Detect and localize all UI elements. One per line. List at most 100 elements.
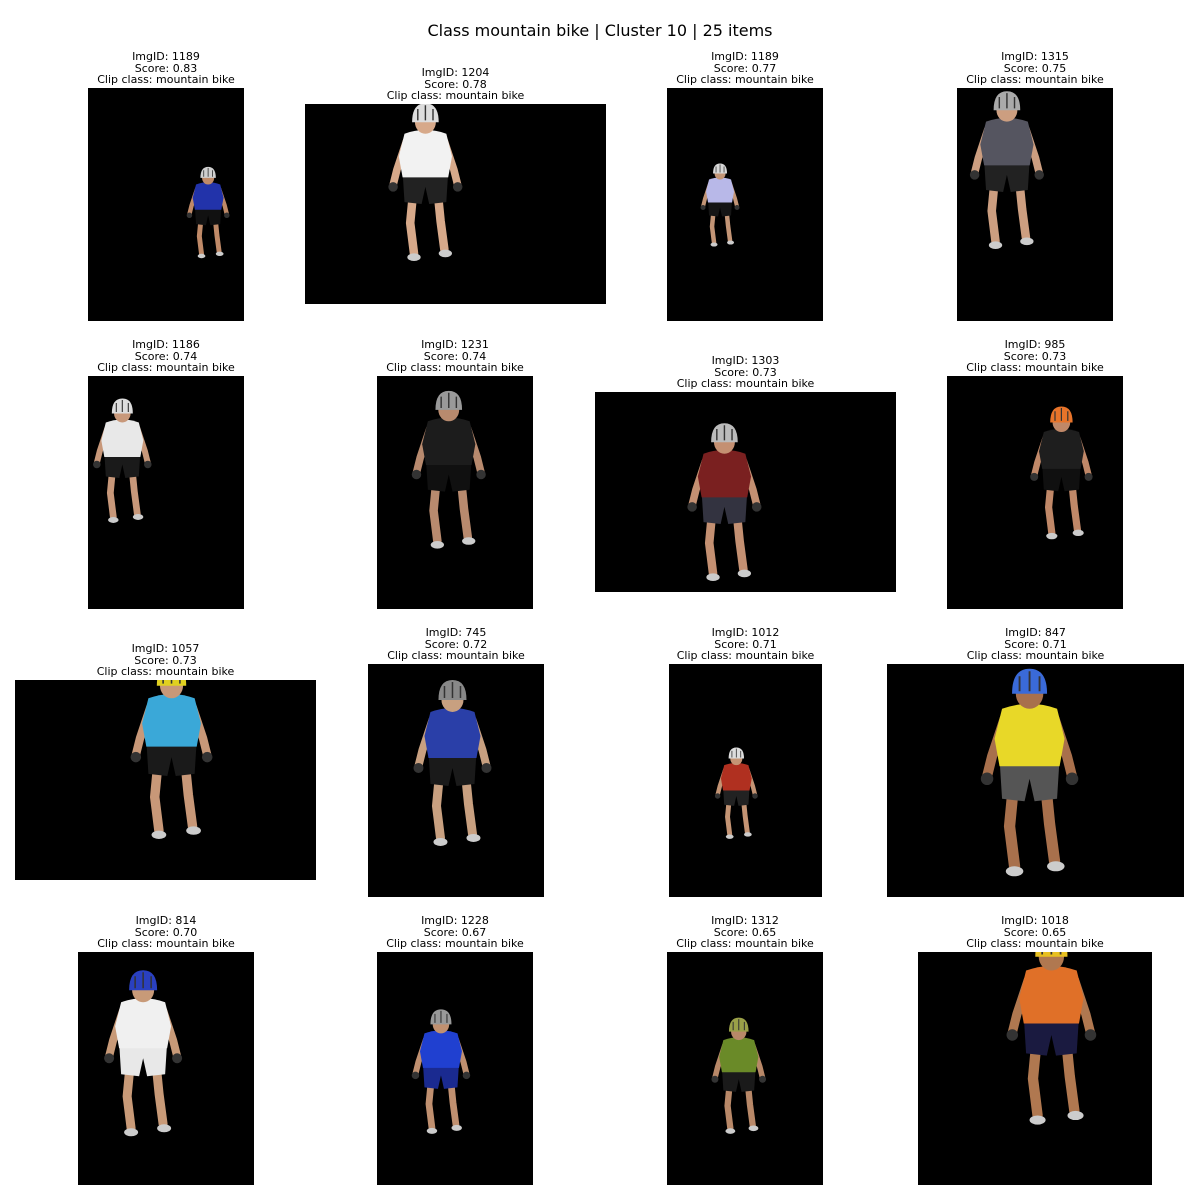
thumbnail-caption: ImgID: 1186 Score: 0.74 Clip class: mounta… xyxy=(28,339,304,374)
thumbnail-tile: ImgID: 745 Score: 0.72 Clip class: mountai… xyxy=(368,627,544,897)
cyclist-figure xyxy=(104,970,183,1137)
cyclist-figure xyxy=(413,679,492,846)
thumbnail-caption: ImgID: 1018 Score: 0.65 Clip class: mounta… xyxy=(858,915,1200,950)
cyclist-figure xyxy=(388,104,463,261)
thumbnail-caption: ImgID: 985 Score: 0.73 Clip class: mountai… xyxy=(887,339,1183,374)
score-label: Score: 0.74 xyxy=(423,349,487,363)
thumbnail-caption: ImgID: 1228 Score: 0.67 Clip class: mounta… xyxy=(317,915,593,950)
score-label: Score: 0.73 xyxy=(1003,349,1067,363)
thumbnail-caption: ImgID: 1189 Score: 0.83 Clip class: mounta… xyxy=(28,51,304,86)
cyclist-figure xyxy=(186,166,230,259)
img-id-label: ImgID: 1057 xyxy=(131,642,200,656)
clip-class-label: Clip class: mountain bike xyxy=(966,649,1105,663)
score-label: Score: 0.73 xyxy=(714,365,777,379)
clip-class-label: Clip class: mountain bike xyxy=(966,361,1104,375)
img-id-label: ImgID: 1012 xyxy=(711,626,780,640)
clip-class-label: Clip class: mountain bike xyxy=(387,649,525,663)
img-id-label: ImgID: 1204 xyxy=(421,66,490,80)
img-id-label: ImgID: 814 xyxy=(135,914,197,928)
clip-class-label: Clip class: mountain bike xyxy=(97,73,235,87)
thumbnail-caption: ImgID: 1315 Score: 0.75 Clip class: mounta… xyxy=(897,51,1173,86)
clip-class-label: Clip class: mountain bike xyxy=(676,73,814,87)
thumbnail-tile: ImgID: 1228 Score: 0.67 Clip class: mounta… xyxy=(377,915,533,1185)
cyclist-image xyxy=(669,664,822,897)
score-label: Score: 0.65 xyxy=(1003,925,1067,939)
cyclist-figure xyxy=(130,680,213,839)
cyclist-figure xyxy=(411,1009,471,1134)
thumbnail-caption: ImgID: 1303 Score: 0.73 Clip class: mounta… xyxy=(535,355,956,390)
cyclist-figure xyxy=(1030,406,1093,540)
cyclist-figure xyxy=(711,1017,767,1134)
score-label: Score: 0.78 xyxy=(424,77,487,91)
thumbnail-tile: ImgID: 1315 Score: 0.75 Clip class: mounta… xyxy=(957,51,1113,321)
cyclist-image xyxy=(887,664,1184,897)
clip-class-label: Clip class: mountain bike xyxy=(96,665,235,679)
cyclist-figure xyxy=(1006,952,1097,1125)
thumbnail-caption: ImgID: 1012 Score: 0.71 Clip class: mounta… xyxy=(609,627,882,662)
cyclist-image xyxy=(88,376,244,609)
score-label: Score: 0.83 xyxy=(134,61,198,75)
cyclist-image xyxy=(15,680,316,880)
score-label: Score: 0.71 xyxy=(1004,637,1067,651)
thumbnail-tile: ImgID: 1204 Score: 0.78 Clip class: mounta… xyxy=(305,67,606,304)
cyclist-image xyxy=(377,952,533,1185)
img-id-label: ImgID: 985 xyxy=(1004,338,1066,352)
cyclist-figure xyxy=(714,747,758,839)
score-label: Score: 0.70 xyxy=(134,925,198,939)
thumbnail-tile: ImgID: 985 Score: 0.73 Clip class: mountai… xyxy=(947,339,1123,609)
clip-class-label: Clip class: mountain bike xyxy=(966,937,1104,951)
img-id-label: ImgID: 1189 xyxy=(132,50,200,64)
thumbnail-tile: ImgID: 1186 Score: 0.74 Clip class: mounta… xyxy=(88,339,244,609)
score-label: Score: 0.73 xyxy=(134,653,197,667)
figure-title: Class mountain bike | Cluster 10 | 25 it… xyxy=(427,21,773,40)
score-label: Score: 0.65 xyxy=(713,925,777,939)
score-label: Score: 0.72 xyxy=(424,637,488,651)
cyclist-image xyxy=(368,664,544,897)
thumbnail-tile: ImgID: 1231 Score: 0.74 Clip class: mounta… xyxy=(377,339,533,609)
img-id-label: ImgID: 1228 xyxy=(421,914,489,928)
cyclist-figure xyxy=(411,390,486,549)
img-id-label: ImgID: 1189 xyxy=(711,50,779,64)
img-id-label: ImgID: 1312 xyxy=(711,914,779,928)
score-label: Score: 0.71 xyxy=(714,637,777,651)
img-id-label: ImgID: 1186 xyxy=(132,338,200,352)
thumbnail-caption: ImgID: 1189 Score: 0.77 Clip class: mounta… xyxy=(607,51,883,86)
thumbnail-caption: ImgID: 1057 Score: 0.73 Clip class: mounta… xyxy=(0,643,376,678)
cyclist-image xyxy=(667,88,823,321)
cyclist-figure xyxy=(969,91,1044,249)
cyclist-image xyxy=(667,952,823,1185)
cyclist-image xyxy=(947,376,1123,609)
cyclist-image xyxy=(957,88,1113,321)
img-id-label: ImgID: 745 xyxy=(425,626,487,640)
thumbnail-caption: ImgID: 745 Score: 0.72 Clip class: mountai… xyxy=(308,627,604,662)
thumbnail-tile: ImgID: 1189 Score: 0.77 Clip class: mounta… xyxy=(667,51,823,321)
clip-class-label: Clip class: mountain bike xyxy=(676,937,814,951)
thumbnail-caption: ImgID: 847 Score: 0.71 Clip class: mountai… xyxy=(827,627,1200,662)
cyclist-figure xyxy=(700,163,740,247)
img-id-label: ImgID: 1303 xyxy=(711,354,780,368)
cyclist-image xyxy=(78,952,254,1185)
thumbnail-tile: ImgID: 814 Score: 0.70 Clip class: mountai… xyxy=(78,915,254,1185)
score-label: Score: 0.74 xyxy=(134,349,198,363)
cyclist-figure xyxy=(980,668,1079,877)
thumbnail-tile: ImgID: 847 Score: 0.71 Clip class: mountai… xyxy=(887,627,1184,897)
img-id-label: ImgID: 847 xyxy=(1005,626,1066,640)
thumbnail-tile: ImgID: 1189 Score: 0.83 Clip class: mounta… xyxy=(88,51,244,321)
thumbnail-caption: ImgID: 1312 Score: 0.65 Clip class: mounta… xyxy=(607,915,883,950)
thumbnail-caption: ImgID: 814 Score: 0.70 Clip class: mountai… xyxy=(18,915,314,950)
img-id-label: ImgID: 1018 xyxy=(1001,914,1069,928)
clip-class-label: Clip class: mountain bike xyxy=(97,937,235,951)
img-id-label: ImgID: 1315 xyxy=(1001,50,1069,64)
clip-class-label: Clip class: mountain bike xyxy=(386,89,525,103)
cyclist-image xyxy=(377,376,533,609)
cyclist-figure xyxy=(687,423,762,581)
thumbnail-tile: ImgID: 1057 Score: 0.73 Clip class: mounta… xyxy=(15,643,316,880)
clip-class-label: Clip class: mountain bike xyxy=(386,937,524,951)
clip-class-label: Clip class: mountain bike xyxy=(386,361,524,375)
cyclist-image xyxy=(88,88,244,321)
score-label: Score: 0.67 xyxy=(423,925,487,939)
cyclist-image xyxy=(305,104,606,304)
thumbnail-tile: ImgID: 1312 Score: 0.65 Clip class: mounta… xyxy=(667,915,823,1185)
score-label: Score: 0.75 xyxy=(1003,61,1067,75)
clip-class-label: Clip class: mountain bike xyxy=(676,649,815,663)
